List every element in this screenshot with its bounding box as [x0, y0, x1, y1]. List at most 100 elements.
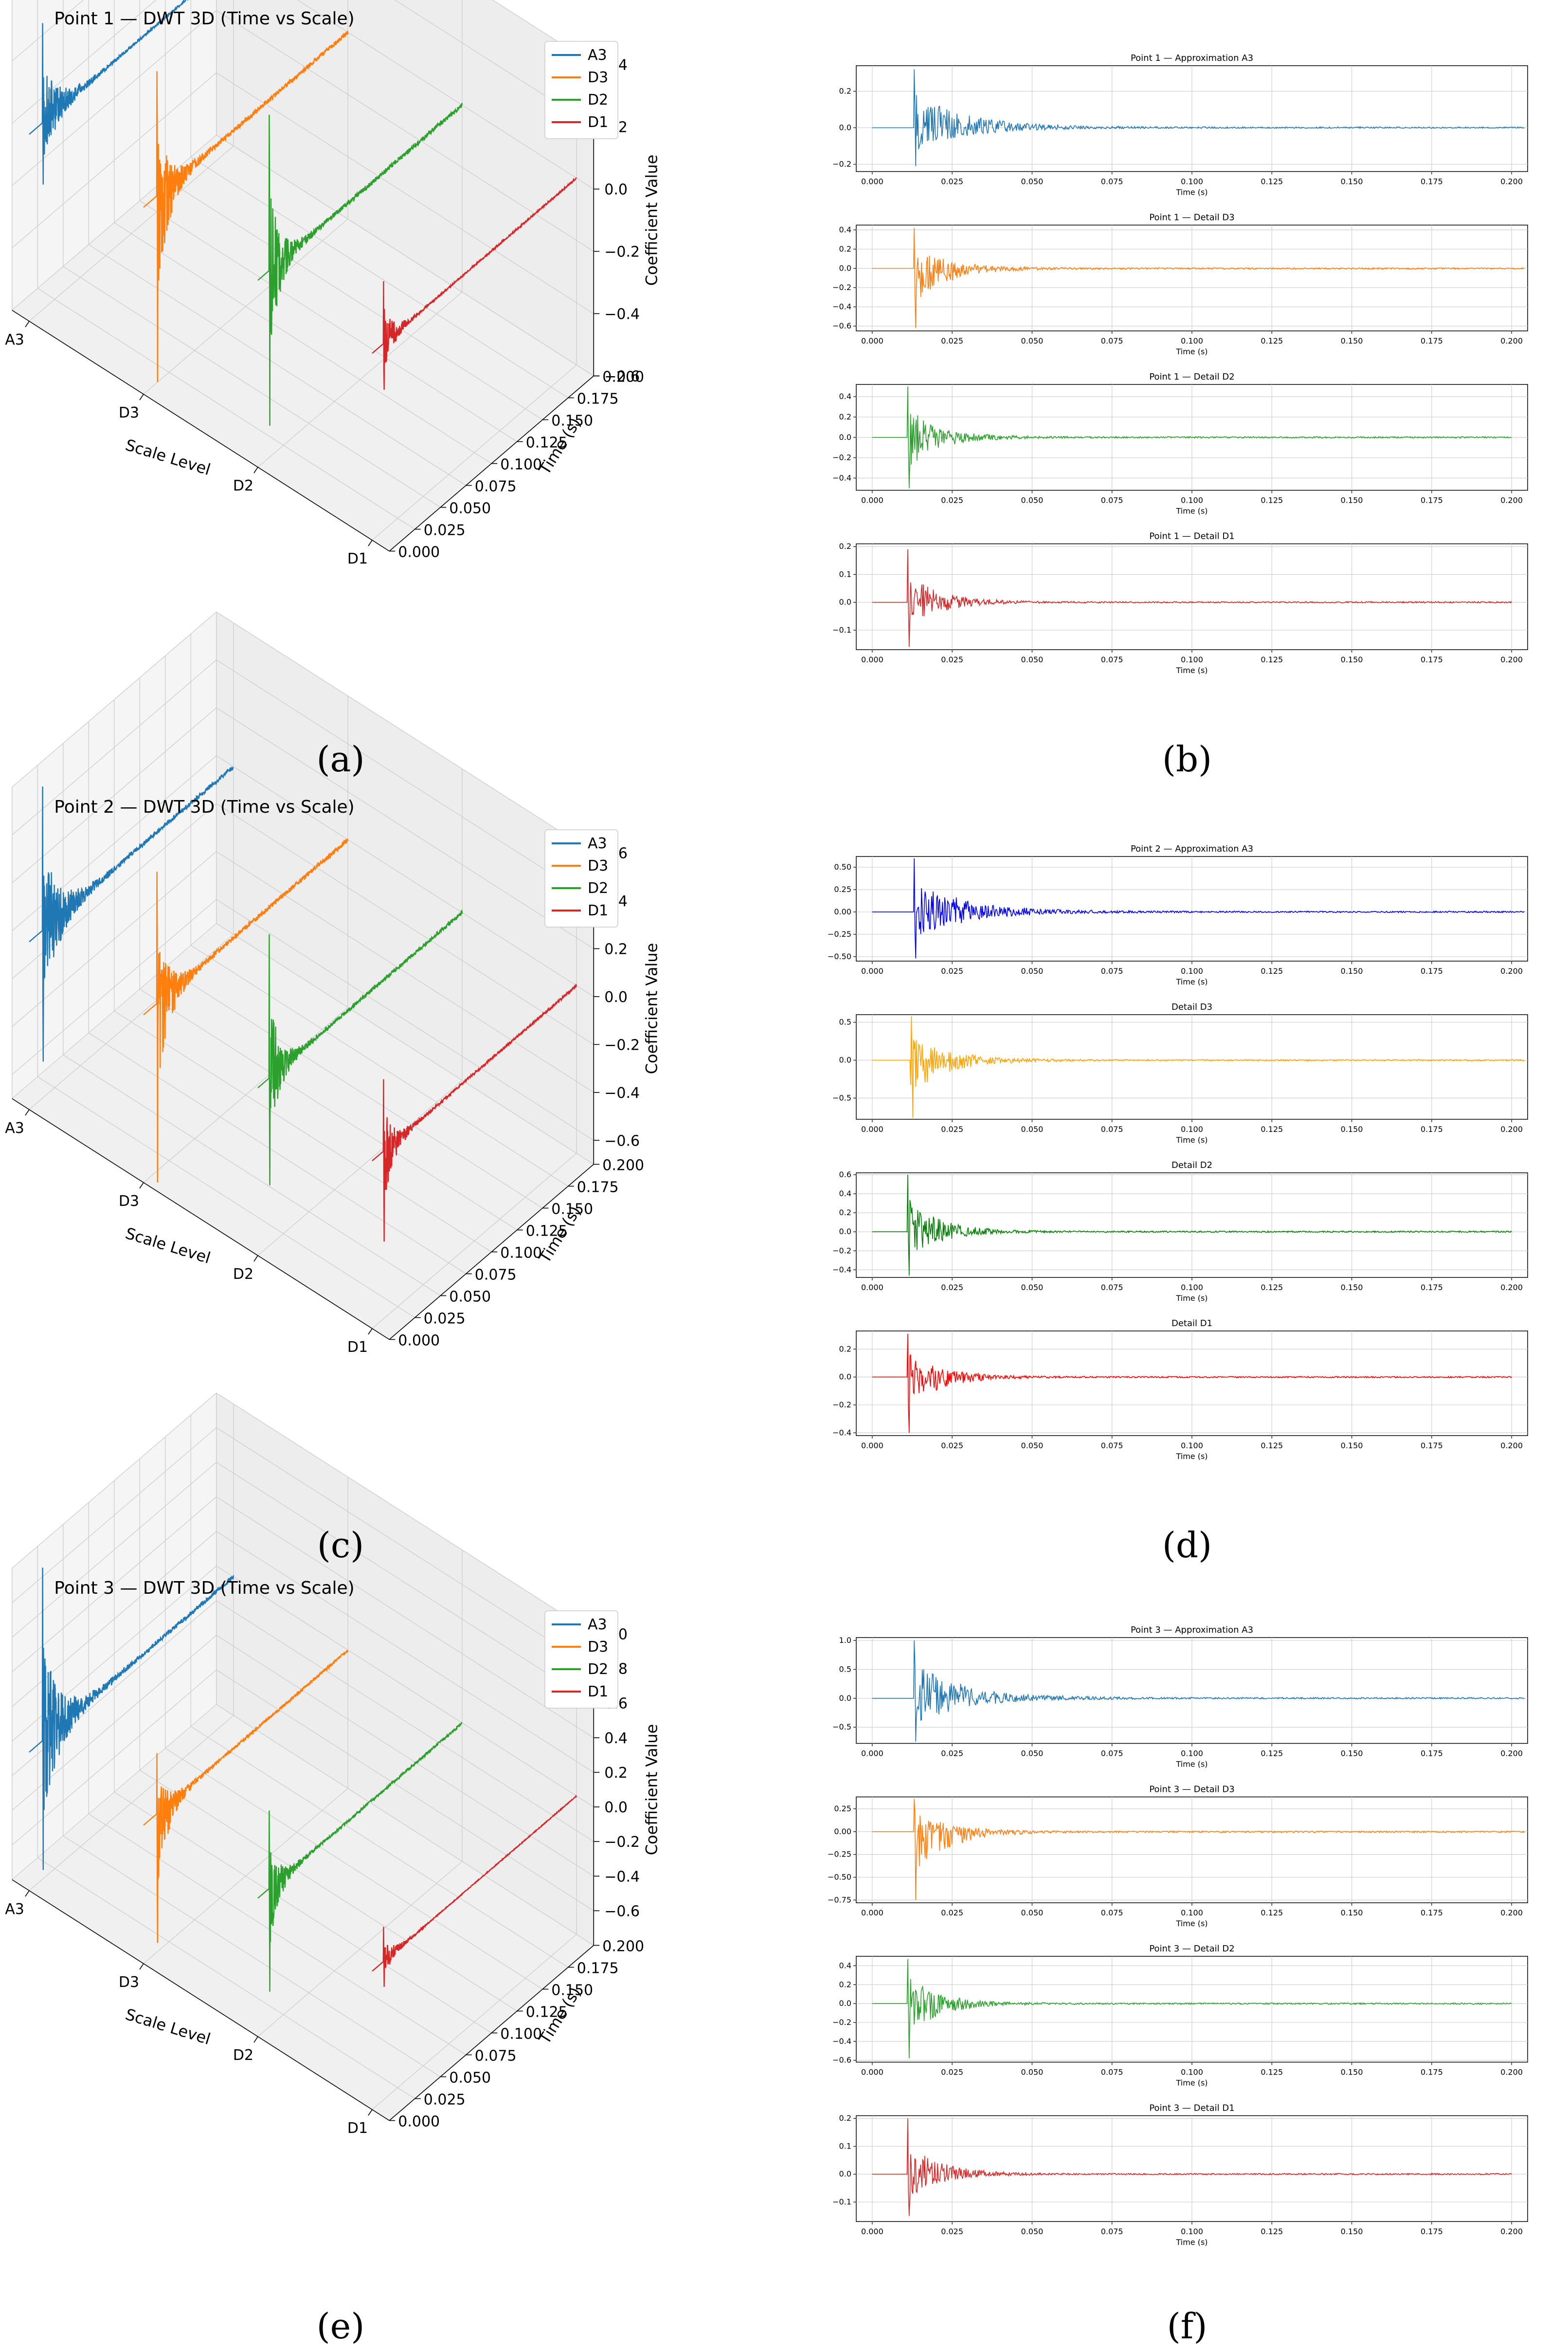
series-line-d2_alt [872, 1174, 1512, 1276]
subplot-title: Detail D2 [1171, 1160, 1212, 1170]
y-tick-label: 0.025 [424, 1311, 466, 1328]
subplot-d3_alt: Detail D3 0.000 0.025 0.050 0.075 0.100 0.125 0… [832, 1002, 1528, 1145]
x-tick-label: 0.050 [1021, 966, 1044, 976]
x-tick-label: 0.075 [1101, 1125, 1123, 1134]
y-tick-label: 0.5 [839, 1018, 851, 1027]
x-tick-label: 0.125 [1261, 2068, 1283, 2077]
y-tick-label: 0.150 [551, 413, 593, 430]
series-line-a3 [29, 1567, 234, 1870]
legend-label-d2: D2 [588, 880, 608, 897]
x-tick-label: 0.050 [1021, 1749, 1044, 1758]
y-tick-label: 0.5 [839, 1664, 851, 1674]
x-axis-label: Time (s) [1175, 1760, 1208, 1769]
x-tick-label: 0.000 [861, 655, 883, 664]
subplot-d1: Point 3 — Detail D1 0.000 0.025 0.050 0.075 0… [832, 2103, 1528, 2247]
z-gridline [216, 659, 594, 901]
x-tick-label: 0.175 [1421, 177, 1443, 186]
y-tick-label: 0.0 [839, 598, 851, 607]
y-gridline [88, 244, 467, 486]
x-tick-label: 0.175 [1421, 1441, 1443, 1450]
legend-label-a3: A3 [588, 47, 607, 64]
x-tick-label: 0.075 [1101, 2227, 1123, 2236]
y-tick-label: 0.150 [551, 1201, 593, 1218]
panel-d-subplots: Point 2 — Approximation A3 0.000 0.025 0.05… [828, 844, 1528, 1461]
x-tick-label: 0.200 [1500, 1283, 1523, 1292]
z-tick-label: 0.0 [604, 1799, 628, 1816]
y-tick-label: −0.4 [832, 1265, 851, 1274]
subplot-title: Point 1 — Detail D1 [1149, 531, 1234, 542]
x-tick-label: 0.075 [1101, 1441, 1123, 1450]
x-tick-label: 0.025 [941, 1283, 963, 1292]
y-tick-label: 0.075 [475, 2048, 517, 2065]
x-axis-label: Time (s) [1175, 666, 1208, 675]
x-tick-label: 0.175 [1421, 2227, 1443, 2236]
x-tick-label: 0.175 [1421, 2068, 1443, 2077]
x-tick-label: 0.075 [1101, 1283, 1123, 1292]
x-tick-label: 0.175 [1421, 496, 1443, 505]
x-tick-label: 0.150 [1341, 1125, 1363, 1134]
y-tick-label: 0.100 [500, 2026, 542, 2043]
x-tick-label: 0.175 [1421, 1908, 1443, 1917]
x-axis-label: Time (s) [1175, 2078, 1208, 2088]
z-gridline [216, 899, 594, 1141]
x-tick-label: 0.125 [1261, 1125, 1283, 1134]
subplot-title: Point 1 — Detail D2 [1149, 372, 1234, 382]
x-tick-label: 0.000 [861, 1908, 883, 1917]
series-line-a3_alt [872, 858, 1525, 959]
y-tick-label: 0.0 [839, 433, 851, 442]
y-tick-label: 0.25 [834, 885, 851, 894]
x-tick-label: 0.050 [1021, 496, 1044, 505]
subplot-title: Point 3 — Approximation A3 [1131, 1625, 1253, 1635]
x-tick-label: 0.150 [1341, 2068, 1363, 2077]
z-gridline [216, 1566, 594, 1807]
z-gridline [216, 755, 594, 997]
subplot-title: Point 3 — Detail D3 [1149, 1785, 1234, 1795]
x-tick-label: 0.000 [861, 966, 883, 976]
x-gridline [257, 1080, 463, 1256]
caption-b: (b) [1162, 739, 1212, 780]
legend-label-d3: D3 [588, 1639, 608, 1656]
x-axis-label: Time (s) [1175, 1919, 1208, 1928]
x-tick [25, 1109, 30, 1116]
y-tick-label: −0.4 [832, 2037, 851, 2046]
x-axis-label: Time (s) [1175, 1293, 1208, 1303]
x-tick-label: 0.200 [1500, 177, 1523, 186]
series-line-d1 [372, 177, 577, 390]
x-gridline [29, 934, 234, 1110]
x-tick-label: 0.075 [1101, 496, 1123, 505]
subplot-d3: Point 1 — Detail D3 0.000 0.025 0.050 0.075 0… [832, 213, 1528, 356]
legend-label-d2: D2 [588, 91, 608, 109]
y-tick-label: −0.6 [832, 321, 851, 330]
x-tick-label: D1 [347, 2120, 368, 2137]
series-line-d1_alt [872, 1333, 1512, 1433]
y-tick-label: 0.025 [424, 2092, 466, 2109]
caption-c: (c) [317, 1525, 364, 1566]
z-gridline [216, 611, 594, 854]
y-gridline [190, 156, 569, 399]
series-line-a3 [29, 766, 234, 1062]
x-tick-label: 0.050 [1021, 177, 1044, 186]
x-tick-label: 0.025 [941, 1908, 963, 1917]
x-tick-label: 0.000 [861, 2068, 883, 2077]
y-tick-label: 0.0 [839, 1227, 851, 1236]
z-gridline [492, 0, 594, 65]
y-tick-label: 0.0 [839, 1999, 851, 2008]
x-tick-label: 0.175 [1421, 1749, 1443, 1758]
x-tick [25, 321, 30, 328]
y-tick-label: −0.1 [832, 625, 851, 635]
x-gridline [29, 1715, 234, 1891]
x-tick-label: 0.200 [1500, 2068, 1523, 2077]
x-tick-label: 0.025 [941, 966, 963, 976]
y-gridline [88, 1813, 467, 2056]
x-tick-label: 0.050 [1021, 1283, 1044, 1292]
x-tick-label: 0.200 [1500, 1441, 1523, 1450]
z-axis-label: Coefficient Value [642, 943, 661, 1075]
subplot-title: Point 3 — Detail D2 [1149, 1944, 1234, 1954]
x-gridline [372, 364, 577, 541]
x-tick-label: 0.125 [1261, 1441, 1283, 1450]
x-tick-label: 0.200 [1500, 336, 1523, 346]
y-gridline [114, 222, 492, 464]
legend-label-d3: D3 [588, 69, 608, 86]
y-gridline [139, 200, 518, 442]
